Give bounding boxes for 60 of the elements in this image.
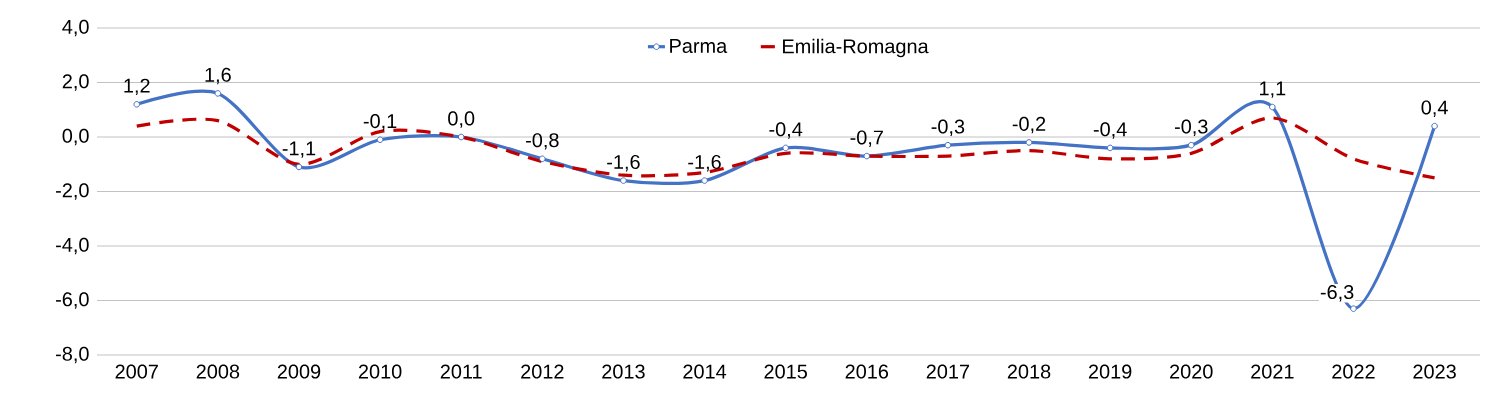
data-label: 0,0 [448,111,475,128]
x-tick-label: 2015 [764,364,807,379]
y-tick-label: -8,0 [56,346,89,364]
point [539,155,546,163]
x-tick-label: 2020 [1170,364,1213,379]
data-label: -0,4 [769,122,803,139]
point [133,101,141,108]
y-tick-label: -6,0 [56,292,89,309]
x-tick-label: 2023 [1413,364,1456,379]
y-tick-label: -2,0 [56,183,89,200]
data-label: -1,6 [607,154,640,172]
x-tick-label: 2019 [1088,364,1132,379]
data-label: -0,4 [1093,122,1127,139]
data-label: -1,6 [688,154,721,172]
y-tick-label: -4,0 [56,237,89,255]
point [620,177,627,184]
point [701,177,708,184]
data-label: -0,8 [526,133,559,150]
data-label: -0,2 [1012,116,1046,134]
y-tick-label: 2,0 [62,74,89,91]
point [863,152,871,160]
x-tick-label: 2022 [1332,364,1375,379]
point [295,163,303,171]
y-tick-label: 0,0 [62,128,89,146]
point [1106,144,1114,152]
x-tick-label: 2009 [277,364,321,379]
point [1025,139,1033,146]
data-label: -0,3 [1174,119,1208,136]
data-label: 1,1 [1260,81,1286,98]
x-tick-label: 2010 [358,364,402,379]
x-tick-label: 2013 [602,364,645,379]
data-label: 1,6 [205,67,231,85]
x-tick-label: 2016 [845,364,889,379]
data-label: 0,4 [1421,100,1448,117]
x-tick-label: 2012 [521,364,564,379]
x-tick-label: 2007 [115,364,158,379]
x-tick-label: 2008 [196,364,240,379]
point [1269,103,1276,111]
point [782,144,789,152]
x-tick-label: 2018 [1007,364,1051,379]
legend-label: Parma [670,39,728,53]
x-tick-label: 2021 [1251,364,1294,379]
point [376,136,384,144]
point [457,133,465,141]
x-tick-label: 2017 [926,364,970,379]
data-label: 1,2 [124,78,150,96]
data-label: -0,1 [363,114,397,131]
data-label: -0,3 [931,119,965,136]
point [1350,305,1357,312]
y-tick-label: 4,0 [62,19,89,37]
x-tick-label: 2011 [440,364,482,379]
point [1187,141,1195,149]
data-label: -6,3 [1320,285,1354,302]
point [1431,122,1438,130]
x-tick-label: 2014 [683,364,727,379]
data-label: -0,7 [850,130,883,147]
legend-label: Emilia-Romagna [783,38,929,58]
data-label: -1,1 [282,141,316,158]
point [944,141,952,149]
point [214,90,222,97]
